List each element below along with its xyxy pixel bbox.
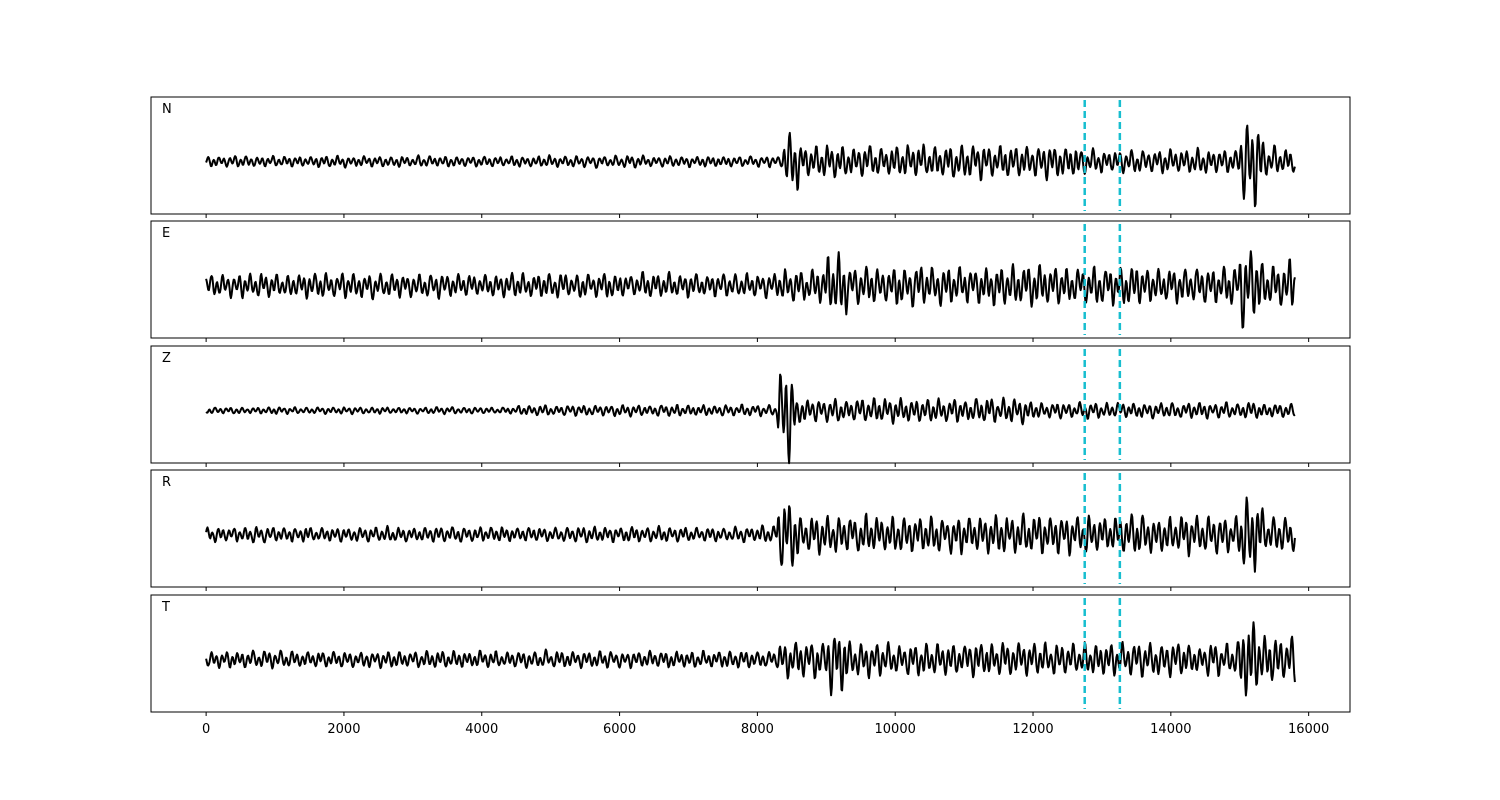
x-tick-label: 8000 bbox=[741, 722, 774, 737]
trace-line-t bbox=[205, 621, 1296, 697]
panel-r: R bbox=[150, 469, 1351, 591]
panel-frame bbox=[150, 220, 1351, 339]
x-tick-label: 14000 bbox=[1150, 722, 1191, 737]
panel-n: N bbox=[150, 96, 1351, 218]
panel-e: E bbox=[150, 220, 1351, 342]
panel-t: T bbox=[150, 594, 1351, 716]
trace-line-r bbox=[205, 496, 1296, 573]
x-tick-label: 2000 bbox=[327, 722, 360, 737]
panel-z: Z bbox=[150, 345, 1351, 467]
panel-frame bbox=[150, 594, 1351, 713]
panel-label: Z bbox=[162, 351, 171, 366]
panel-frame bbox=[150, 345, 1351, 464]
panel-frame bbox=[150, 96, 1351, 215]
panels-layer: N E Z R T bbox=[150, 96, 1351, 716]
x-tick-label: 10000 bbox=[875, 722, 916, 737]
x-tick-label: 16000 bbox=[1288, 722, 1329, 737]
x-tick-label: 12000 bbox=[1012, 722, 1053, 737]
x-tick-label: 6000 bbox=[603, 722, 636, 737]
panel-label: E bbox=[162, 226, 170, 241]
trace-line-e bbox=[205, 250, 1296, 329]
x-axis: 0 2000 4000 6000 8000 10000 12000 14000 16000 bbox=[202, 722, 1329, 737]
panel-label: R bbox=[162, 475, 171, 490]
panel-label: N bbox=[162, 102, 172, 117]
trace-line-z bbox=[205, 373, 1296, 465]
panel-frame bbox=[150, 469, 1351, 588]
trace-line-n bbox=[205, 124, 1296, 208]
panel-label: T bbox=[161, 600, 170, 615]
x-tick-label: 0 bbox=[202, 722, 210, 737]
x-tick-label: 4000 bbox=[465, 722, 498, 737]
